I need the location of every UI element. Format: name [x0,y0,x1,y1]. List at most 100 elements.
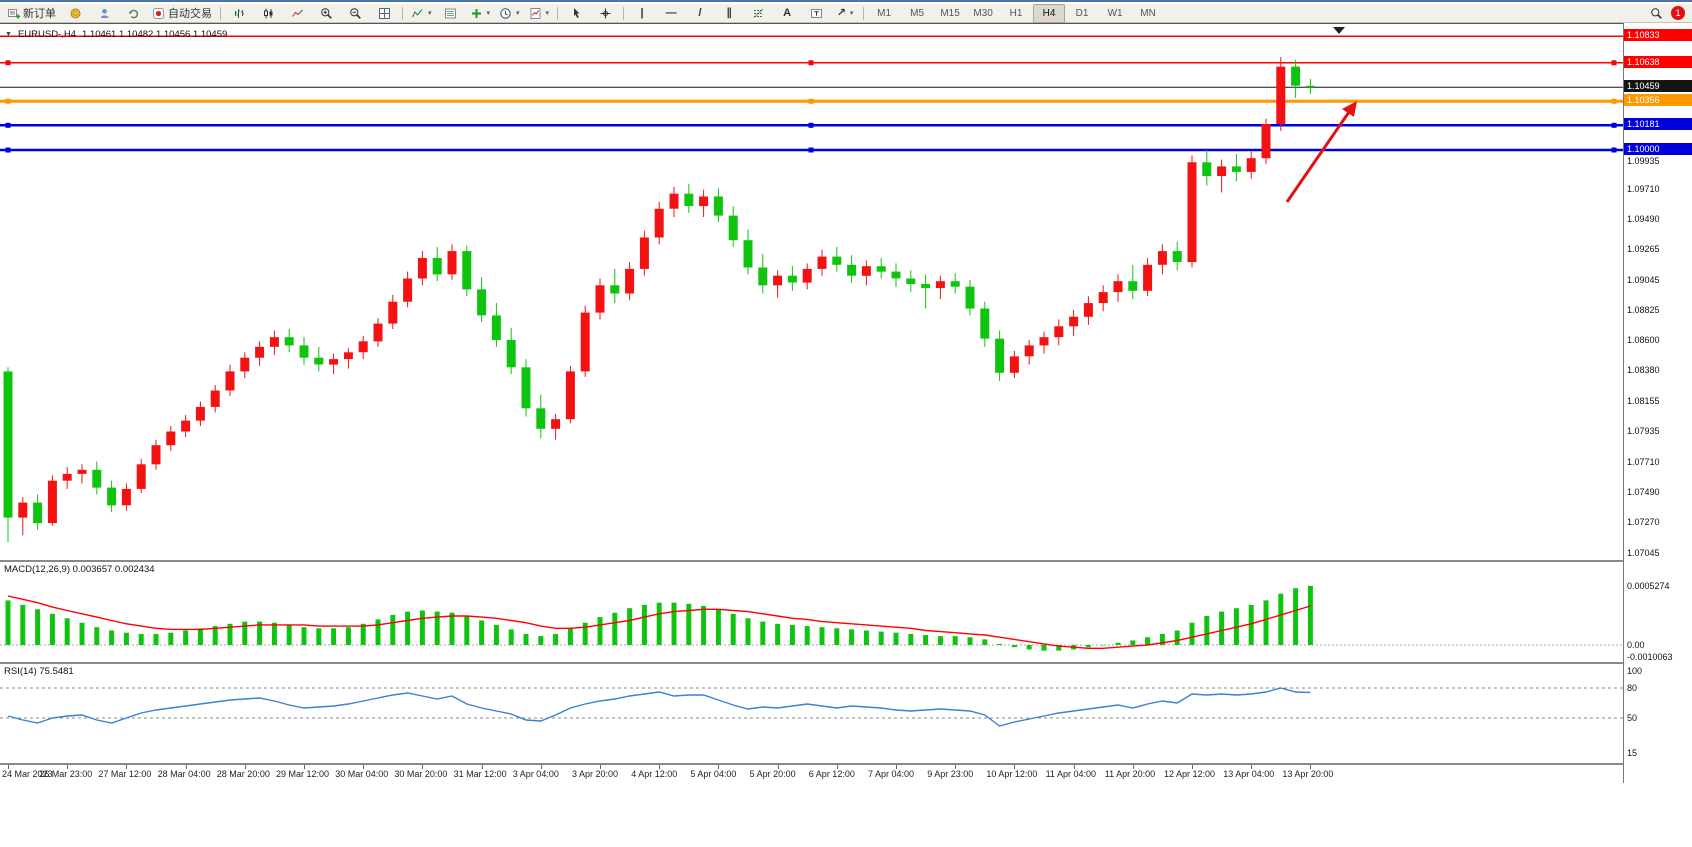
time-label: 13 Apr 04:00 [1223,769,1275,779]
panel-separator[interactable] [0,662,1692,664]
chevron-down-icon: ▾ [486,10,491,17]
price-axis[interactable]: 1.10833 1.10638 1.10459 1.10356 1.10181 1.100… [1623,23,1692,783]
channel-button[interactable]: ∥ [715,4,743,23]
macd-tick-label: -0.0010063 [1627,652,1673,662]
time-axis-tick [659,765,661,769]
refresh-icon [128,9,138,18]
time-axis-tick [777,765,779,769]
pivot-line-orange[interactable] [0,98,1623,104]
timeframe-button-M15[interactable]: M15 [940,7,960,19]
trend-arrow[interactable] [1285,101,1357,203]
search-icon [1650,7,1662,19]
candlestick-chart-button[interactable] [254,4,282,23]
funds-button[interactable] [61,4,89,23]
indicator-list-icon [445,8,457,18]
chart-shift-marker[interactable] [1333,27,1345,34]
text-tool-button[interactable]: A [773,4,801,23]
cursor-button[interactable] [562,4,590,23]
toolbar-separator [863,6,865,20]
time-label: 3 Apr 04:00 [512,769,559,779]
indicator-list-button[interactable] [437,4,465,23]
panel-separator[interactable] [0,560,1692,562]
macd-histogram [5,585,1313,651]
rsi-panel[interactable]: RSI(14) 75.5481 [0,664,1623,763]
funds-icon [70,8,80,18]
time-label: 26 Mar 23:00 [39,769,93,779]
time-label: 12 Apr 12:00 [1164,769,1216,779]
rsi-tick-label: 15 [1627,748,1638,758]
chevron-down-icon: ▾ [428,10,432,17]
time-label: 10 Apr 12:00 [986,769,1038,779]
rsi-title: RSI(14) 75.5481 [4,666,74,677]
time-axis-tick [304,765,305,769]
new-order-icon [8,8,20,18]
tile-windows-button[interactable] [370,4,398,23]
collapse-icon[interactable]: ▼ [5,31,12,38]
timeframe-button-W1[interactable]: W1 [1107,7,1123,19]
trendline-icon: / [698,6,702,19]
price-line-label: 1.10181 [1624,118,1692,131]
zoom-in-icon [320,7,332,19]
text-label-button[interactable] [802,4,830,23]
timeframe-button-D1[interactable]: D1 [1075,7,1089,19]
autotrading-button[interactable]: 自动交易 [148,4,216,23]
arrow-tool-icon: ↗ [836,6,846,19]
fibonacci-button[interactable] [744,4,772,23]
support-line-1[interactable] [0,122,1623,128]
time-label: 28 Mar 20:00 [216,769,270,779]
symbol-period-label: EURUSD-,H4 [17,29,76,40]
new-order-label: 新订单 [23,8,56,20]
toolbar-separator [402,6,403,20]
zoom-out-button[interactable] [341,4,369,23]
crosshair-icon [600,8,611,18]
horizontal-line-button[interactable]: — [657,4,685,23]
accounts-button[interactable] [90,4,118,23]
line-chart-button[interactable] [283,4,311,23]
price-tick-label: 1.09710 [1627,183,1660,194]
price-tick-label: 1.09490 [1627,213,1660,224]
zoom-in-button[interactable] [312,4,340,23]
time-label: 4 Apr 12:00 [631,769,678,779]
price-chart[interactable]: ▼ EURUSD-,H4 1.10461 1.10482 1.10456 1.1… [0,23,1623,561]
refresh-button[interactable] [119,4,147,23]
time-axis-tick [481,765,483,769]
add-indicator-button[interactable]: ▾ [466,4,495,23]
ohlc-values: 1.10461 1.10482 1.10456 1.10459 [82,29,228,40]
new-order-button[interactable]: 新订单 [3,4,60,23]
bar-chart-button[interactable] [225,4,253,23]
panel-separator[interactable] [0,763,1692,765]
indicators-button[interactable]: ▾ [407,4,436,23]
text-label-icon [810,8,822,18]
toolbar-separator [220,6,221,20]
support-line-2[interactable] [0,147,1623,153]
templates-button[interactable]: ▾ [525,4,554,23]
time-label: 11 Apr 20:00 [1104,769,1156,779]
arrows-tool-button[interactable]: ↗ ▾ [831,4,859,23]
time-axis-tick [422,765,424,769]
periods-button[interactable]: ▾ [495,4,524,23]
channel-icon: ∥ [726,6,732,19]
search-button[interactable] [1642,4,1670,23]
time-axis[interactable]: 24 Mar 2023 26 Mar 23:00 27 Mar 12:00 28 Ma… [0,765,1623,783]
vertical-line-button[interactable]: | [628,4,656,23]
time-label: 30 Mar 04:00 [335,769,389,779]
macd-panel[interactable]: MACD(12,26,9) 0.003657 0.002434 [0,562,1623,662]
time-label: 24 Mar 2023 [2,769,53,779]
resistance-line[interactable] [0,60,1623,66]
timeframe-button-M1[interactable]: M1 [877,7,892,19]
macd-tick-label: 0.0005274 [1627,581,1670,592]
chart-header: ▼ EURUSD-,H4 1.10461 1.10482 1.10456 1.1… [5,29,227,40]
notification-badge[interactable]: 1 [1671,6,1685,20]
timeframe-button-M5[interactable]: M5 [910,7,925,19]
crosshair-button[interactable] [591,4,619,23]
rsi-tick-label: 100 [1627,666,1643,676]
toolbar-separator [623,6,625,20]
trendline-button[interactable]: / [686,4,714,23]
timeframe-button-H4[interactable]: H4 [1033,3,1066,23]
timeframe-button-MN[interactable]: MN [1140,7,1156,19]
chart-window: ▼ EURUSD-,H4 1.10461 1.10482 1.10456 1.1… [0,23,1692,783]
timeframe-button-H1[interactable]: H1 [1009,7,1023,19]
timeframe-button-M30[interactable]: M30 [973,7,993,19]
time-axis-tick [718,765,720,769]
time-label: 6 Apr 12:00 [808,769,855,779]
